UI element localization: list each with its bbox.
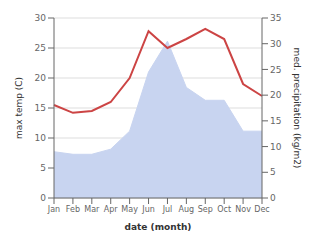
svg-text:date (month): date (month)	[125, 222, 192, 232]
svg-text:10: 10	[35, 133, 47, 143]
svg-text:15: 15	[35, 103, 46, 113]
svg-text:5: 5	[40, 163, 46, 173]
svg-text:Jul: Jul	[162, 205, 173, 214]
svg-text:May: May	[121, 205, 138, 214]
svg-text:30: 30	[270, 39, 282, 49]
svg-text:Apr: Apr	[104, 205, 119, 214]
svg-text:25: 25	[270, 65, 281, 75]
svg-text:max temp (C): max temp (C)	[14, 77, 24, 139]
svg-text:Mar: Mar	[84, 205, 100, 214]
svg-text:15: 15	[270, 116, 281, 126]
svg-text:10: 10	[270, 142, 282, 152]
svg-text:Oct: Oct	[217, 205, 231, 214]
svg-text:Aug: Aug	[179, 205, 195, 214]
svg-text:35: 35	[270, 13, 281, 23]
svg-text:Feb: Feb	[66, 205, 80, 214]
svg-text:Dec: Dec	[254, 205, 269, 214]
svg-text:5: 5	[270, 167, 276, 177]
svg-text:30: 30	[35, 13, 47, 23]
svg-text:Jun: Jun	[141, 205, 155, 214]
svg-text:0: 0	[40, 193, 46, 203]
svg-text:med. precipitation (kg/m2): med. precipitation (kg/m2)	[292, 48, 302, 169]
svg-text:20: 20	[35, 73, 47, 83]
svg-text:20: 20	[270, 90, 282, 100]
svg-text:25: 25	[35, 43, 46, 53]
svg-text:Sep: Sep	[198, 205, 213, 214]
svg-text:0: 0	[270, 193, 276, 203]
svg-text:Nov: Nov	[235, 205, 251, 214]
svg-text:Jan: Jan	[47, 205, 60, 214]
